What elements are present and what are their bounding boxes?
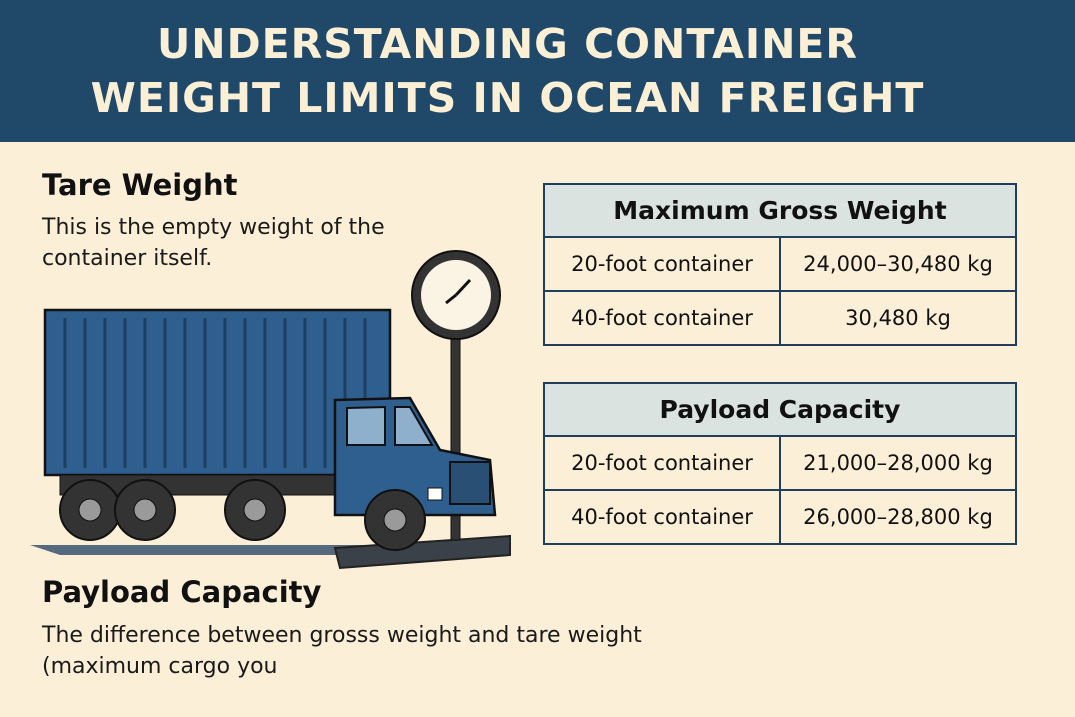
tare-text: This is the empty weight of the containe… — [42, 215, 385, 271]
payload-heading: Payload Capacity — [42, 575, 322, 609]
page-title: UNDERSTANDING CONTAINER WEIGHT LIMITS IN… — [90, 20, 925, 122]
tare-heading: Tare Weight — [42, 168, 238, 202]
payload-text: The difference between grosss weight and… — [42, 623, 642, 679]
weight-value: 26,000–28,800 kg — [779, 489, 1017, 545]
container-type: 20-foot container — [543, 236, 781, 292]
table-header: Maximum Gross Weight — [543, 183, 1017, 238]
weight-value: 30,480 kg — [779, 290, 1017, 346]
scale-gauge-icon — [411, 250, 501, 340]
container-type: 40-foot container — [543, 489, 781, 545]
max-gross-weight-table: Maximum Gross Weight 20-foot container 24… — [543, 183, 1017, 346]
title-banner: UNDERSTANDING CONTAINER WEIGHT LIMITS IN… — [0, 0, 1075, 142]
table-row: 40-foot container 30,480 kg — [543, 290, 1017, 346]
table-row: 40-foot container 26,000–28,800 kg — [543, 489, 1017, 545]
table-row: 20-foot container 24,000–30,480 kg — [543, 236, 1017, 292]
payload-capacity-table: Payload Capacity 20-foot container 21,000… — [543, 382, 1017, 545]
table-header: Payload Capacity — [543, 382, 1017, 437]
truck-scale-illustration — [30, 250, 511, 570]
container-type: 20-foot container — [543, 435, 781, 491]
weight-value: 24,000–30,480 kg — [779, 236, 1017, 292]
table-row: 20-foot container 21,000–28,000 kg — [543, 435, 1017, 491]
container-type: 40-foot container — [543, 290, 781, 346]
weight-value: 21,000–28,000 kg — [779, 435, 1017, 491]
